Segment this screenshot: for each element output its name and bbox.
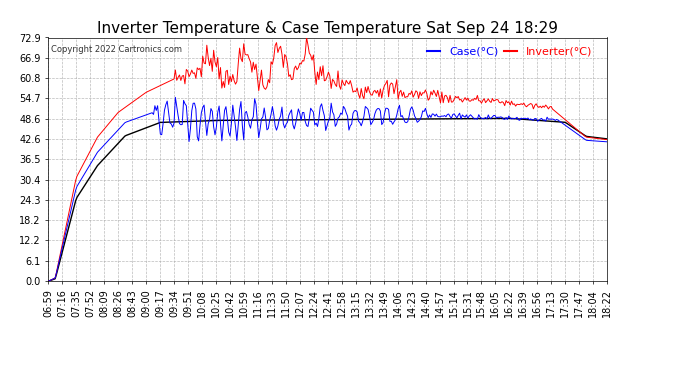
Legend: Case(°C), Inverter(°C): Case(°C), Inverter(°C) [424,43,596,60]
Title: Inverter Temperature & Case Temperature Sat Sep 24 18:29: Inverter Temperature & Case Temperature … [97,21,558,36]
Text: Copyright 2022 Cartronics.com: Copyright 2022 Cartronics.com [51,45,182,54]
